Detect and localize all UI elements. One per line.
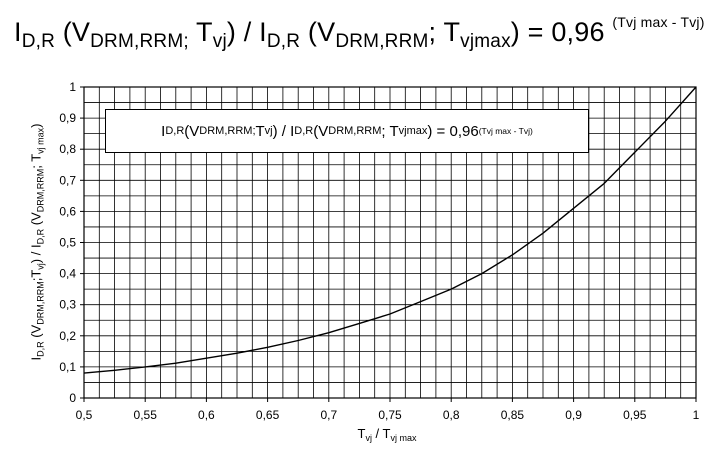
x-tick-label: 0,7 (320, 408, 337, 422)
series-line (83, 86, 697, 374)
x-tick-label: 0,55 (134, 408, 158, 422)
y-tick-label: 0,1 (59, 360, 76, 374)
curve-layer (83, 86, 697, 374)
y-tick-label: 0,8 (59, 142, 76, 156)
x-tick-label: 0,65 (256, 408, 280, 422)
x-tick-label: 0,9 (565, 408, 582, 422)
y-tick-label: 0,5 (59, 236, 76, 250)
x-tick-label: 0,5 (76, 408, 93, 422)
x-tick-label: 0,75 (378, 408, 402, 422)
chart-title: ID,R (VDRM,RRM; Tvj) / ID,R (VDRM,RRM; T… (14, 14, 705, 52)
x-axis-ticks: 0,5 0,55 0,6 0,65 0,7 0,75 0,8 0,85 0,9 0,95 1 (76, 398, 700, 422)
y-tick-label: 0,6 (59, 204, 76, 218)
x-tick-label: 0,95 (623, 408, 647, 422)
y-tick-label: 0,3 (59, 298, 76, 312)
y-tick-label: 1 (69, 80, 76, 94)
x-tick-label: 0,85 (501, 408, 525, 422)
x-tick-label: 0,6 (198, 408, 215, 422)
x-tick-label: 1 (693, 408, 700, 422)
x-tick-label: 0,8 (443, 408, 460, 422)
y-tick-label: 0,9 (59, 111, 76, 125)
plot-frame (83, 86, 697, 399)
y-tick-label: 0 (69, 391, 76, 405)
y-tick-label: 0,4 (59, 267, 76, 281)
y-axis-ticks: 0 0,1 0,2 0,3 0,4 0,5 0,6 0,7 0,8 0,9 1 (59, 80, 84, 405)
y-tick-label: 0,2 (59, 329, 76, 343)
x-axis-label: Tvj / Tvj max (357, 426, 417, 443)
y-axis-label: ID,R (VDRM,RRM;Tvj) / ID,R (VDRM,RRM; Tv… (28, 123, 46, 361)
y-tick-label: 0,7 (59, 173, 76, 187)
